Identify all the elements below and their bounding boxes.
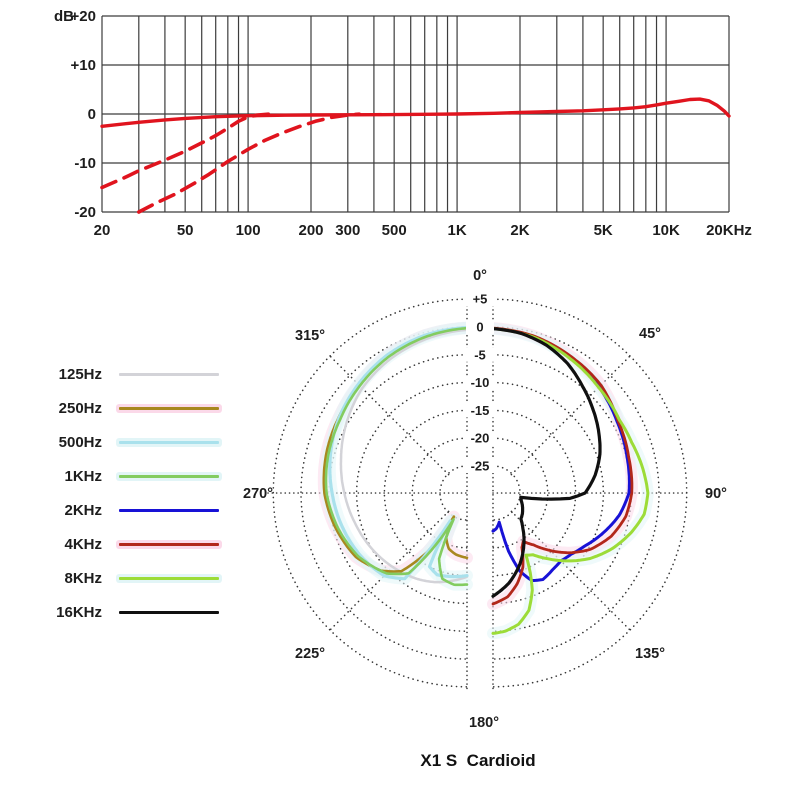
fr-curve-on-axis-response <box>100 97 731 128</box>
polar-rtick-bg <box>466 347 494 362</box>
polar-rtick-bg <box>466 292 494 307</box>
polar-legend: 125Hz 250Hz 500Hz 1KHz 2KHz 4KHz 8KHz 16KHz <box>36 357 219 629</box>
polar-angle-label: 180° <box>469 715 499 731</box>
polar-ring <box>492 354 632 632</box>
fr-x-tick: 50 <box>177 222 194 239</box>
fr-x-tick: 20KHz <box>706 222 752 239</box>
legend-label: 2KHz <box>64 501 102 519</box>
fr-y-tick: +20 <box>71 8 96 25</box>
polar-rtick-bg <box>466 375 494 390</box>
fr-x-tick: 5K <box>594 222 613 239</box>
polar-ring <box>272 298 468 688</box>
polar-ring <box>328 354 468 632</box>
polar-rtick-bg <box>466 431 494 446</box>
fr-x-tick: 2K <box>510 222 529 239</box>
polar-rtick-bg <box>466 403 494 418</box>
polar-ring <box>300 326 468 660</box>
fr-y-tick: -20 <box>74 204 96 221</box>
polar-angle-label: 315° <box>295 328 325 344</box>
legend-item-500hz: 500Hz <box>36 425 219 459</box>
legend-swatch <box>119 610 219 614</box>
polar-curve-16KHz <box>491 327 602 598</box>
fr-x-tick: 300 <box>335 222 360 239</box>
legend-swatch <box>119 508 219 512</box>
legend-label: 500Hz <box>58 433 102 451</box>
polar-rtick-bg <box>466 459 494 473</box>
legend-item-1khz: 1KHz <box>36 459 219 493</box>
polar-ring <box>492 326 660 660</box>
legend-item-16khz: 16KHz <box>36 595 219 629</box>
polar-angle-label: 270° <box>243 486 273 502</box>
legend-swatch <box>119 440 219 444</box>
polar-rtick-label: -5 <box>474 347 486 362</box>
fr-curve-low-cut-filter-2 <box>137 112 361 214</box>
polar-ring <box>492 381 605 605</box>
legend-item-4khz: 4KHz <box>36 527 219 561</box>
fr-x-tick: 100 <box>236 222 261 239</box>
legend-item-125hz: 125Hz <box>36 357 219 391</box>
polar-ring <box>492 437 549 549</box>
polar-rtick-label: -20 <box>471 431 490 446</box>
legend-swatch <box>119 542 219 546</box>
legend-label: 16KHz <box>56 603 102 621</box>
polar-rtick-label: +5 <box>473 292 488 307</box>
fr-x-tick: 500 <box>382 222 407 239</box>
legend-label: 125Hz <box>58 365 102 383</box>
polar-radial-line <box>329 355 450 476</box>
polar-rtick-label: -25 <box>471 459 490 474</box>
polar-rtick-label: -10 <box>471 375 490 390</box>
fr-x-tick: 20 <box>94 222 111 239</box>
polar-ring <box>355 381 468 605</box>
polar-rtick-label: 0 <box>476 320 483 335</box>
legend-label: 1KHz <box>64 467 102 485</box>
polar-angle-label: 135° <box>635 646 665 662</box>
polar-rtick-label: -15 <box>471 403 490 418</box>
legend-swatch <box>119 474 219 478</box>
polar-angle-label: 225° <box>295 646 325 662</box>
polar-chart-title: X1 S Cardioid <box>420 751 536 770</box>
polar-curve-1KHz <box>324 326 469 587</box>
legend-item-250hz: 250Hz <box>36 391 219 425</box>
polar-curve-8KHz <box>491 327 650 635</box>
legend-label: 250Hz <box>58 399 102 417</box>
legend-label: 8KHz <box>64 569 102 587</box>
polar-radial-line <box>510 355 631 476</box>
fr-y-tick: -10 <box>74 155 96 172</box>
legend-label: 4KHz <box>64 535 102 553</box>
fr-x-tick: 1K <box>447 222 466 239</box>
fr-y-axis-unit: dB <box>54 8 74 25</box>
polar-pattern-chart: +5 0 -5 -10 -15 -20 -25 0° 45° 90° 135° 180° 225° 270… <box>243 268 727 731</box>
fr-y-tick: 0 <box>88 106 96 123</box>
fr-y-tick: +10 <box>71 57 96 74</box>
fr-x-tick: 200 <box>298 222 323 239</box>
polar-radial-line <box>510 510 631 631</box>
polar-angle-label: 90° <box>705 486 727 502</box>
polar-rtick-bg <box>466 320 494 334</box>
legend-swatch <box>119 576 219 580</box>
legend-swatch <box>119 372 219 376</box>
polar-angle-label: 0° <box>473 268 487 284</box>
legend-item-2khz: 2KHz <box>36 493 219 527</box>
polar-curve-125Hz <box>339 328 469 584</box>
legend-swatch <box>119 406 219 410</box>
polar-angle-label: 45° <box>639 326 661 342</box>
polar-ring <box>492 465 521 521</box>
legend-item-8khz: 8KHz <box>36 561 219 595</box>
fr-x-tick: 10K <box>652 222 680 239</box>
fr-curve-low-cut-filter-1 <box>100 112 271 190</box>
